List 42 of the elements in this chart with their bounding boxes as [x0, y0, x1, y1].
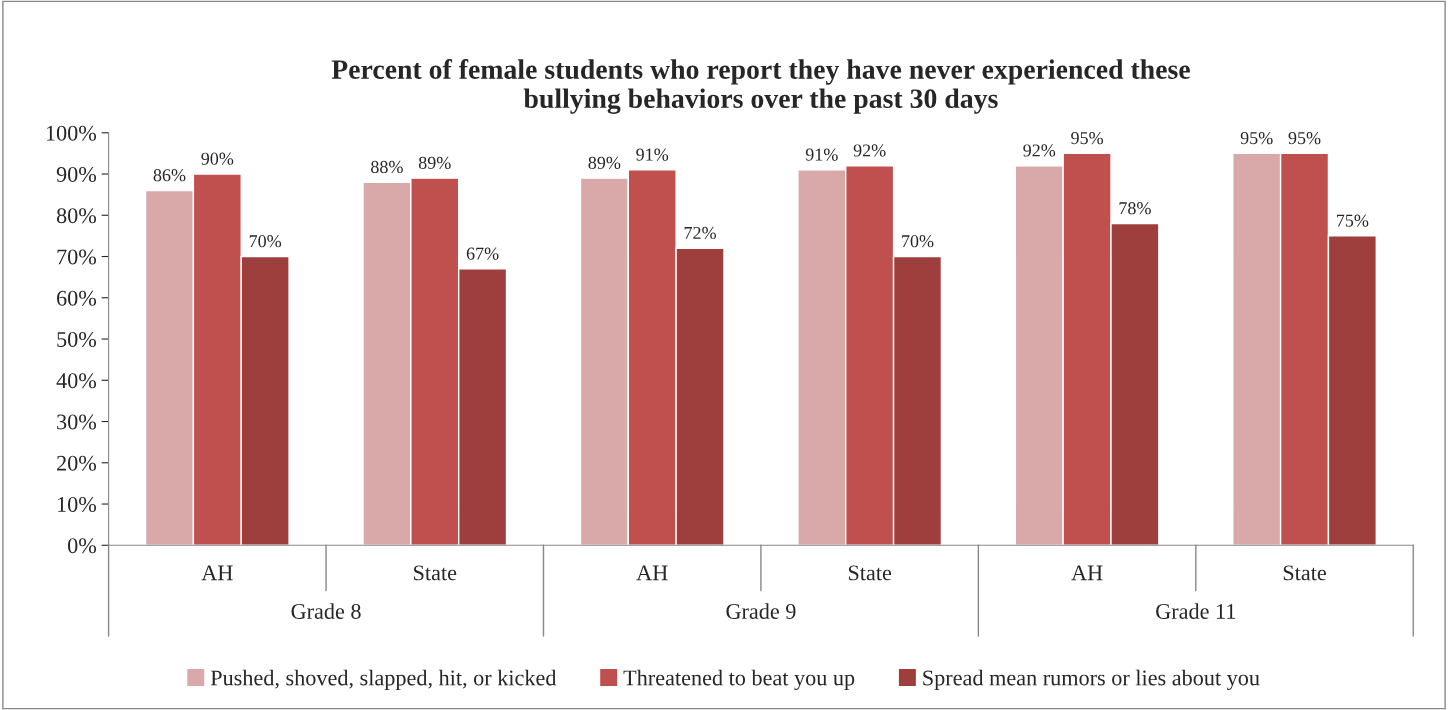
- data-label: 91%: [636, 148, 669, 161]
- data-label: 95%: [1071, 131, 1104, 145]
- legend-label: Spread mean rumors or lies about you: [923, 669, 1260, 690]
- text: Grade 11: [1156, 603, 1236, 619]
- data-label: 70%: [249, 235, 282, 248]
- data-label: 95%: [1288, 131, 1321, 145]
- data-label: 88%: [371, 160, 403, 174]
- data-label: 86%: [153, 169, 186, 182]
- data-label: 92%: [1023, 144, 1056, 157]
- text: Grade 8: [291, 603, 361, 619]
- data-label: 89%: [588, 156, 621, 169]
- x-tick-label: AH: [201, 565, 233, 581]
- x-tick-label: State: [1283, 565, 1326, 581]
- y-tick-label: 50%: [57, 331, 97, 348]
- x-tick-label: State: [848, 565, 892, 581]
- y-tick-label: 40%: [56, 373, 97, 389]
- chart-title: Percent of female students who report they have never experienced these bullying behaviors over the past 30 days: [331, 59, 1190, 114]
- data-label: 90%: [201, 152, 234, 165]
- legend-label: Threatened to beat you up: [623, 669, 855, 690]
- y-tick-label: 100%: [46, 125, 97, 141]
- y-tick-label: 20%: [57, 455, 97, 471]
- x-tick-label: AH: [1071, 565, 1103, 581]
- data-label: 91%: [805, 148, 838, 161]
- legend-label: Pushed, shoved, slapped, hit, or kicked: [210, 669, 557, 690]
- y-tick-label: 0%: [68, 538, 97, 554]
- x-tick-label: State: [414, 565, 457, 581]
- data-label: 70%: [902, 235, 934, 248]
- data-label: 89%: [418, 156, 451, 169]
- y-tick-label: 80%: [56, 208, 97, 224]
- data-label: 67%: [466, 247, 499, 260]
- y-tick-label: 60%: [57, 290, 97, 306]
- text: Grade 9: [726, 603, 796, 619]
- y-tick-label: 70%: [57, 249, 97, 265]
- y-tick-label: 90%: [56, 166, 97, 183]
- y-tick-label: 30%: [57, 414, 97, 430]
- data-label: 78%: [1119, 202, 1151, 215]
- data-label: 75%: [1337, 214, 1369, 227]
- data-label: 95%: [1240, 131, 1273, 145]
- data-label: 72%: [684, 226, 716, 240]
- y-tick-label: 10%: [58, 496, 97, 513]
- data-label: 92%: [853, 144, 886, 157]
- x-tick-label: AH: [636, 565, 668, 581]
